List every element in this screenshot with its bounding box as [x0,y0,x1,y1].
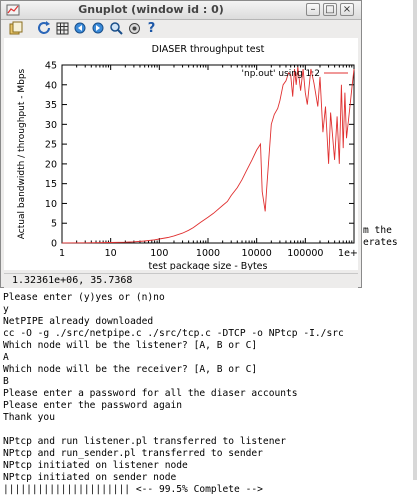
terminal-line: NPtcp initiated on sender node [3,472,177,483]
x-tick-label: 10 [105,248,117,259]
status-bar: 1.32361e+06, 35.7368 [4,273,358,288]
terminal-line: B [3,376,9,387]
y-tick-label: 45 [45,61,57,72]
x-tick-label: 1 [59,248,65,259]
terminal-line: |||||||||||||||||||||| <-- 99.5% Complet… [3,484,263,495]
settings-icon [129,23,140,34]
terminal-line: NPtcp and run listener.pl transferred to… [3,436,287,447]
x-tick-label: 1000 [196,248,220,259]
replot-button[interactable] [37,21,52,36]
terminal-line: Please enter a password for all the dias… [3,388,298,399]
zoom-back-icon [74,22,86,34]
chart-title: DIASER throughput test [152,44,265,55]
gnuplot-app-icon [6,4,20,16]
zoom-forward-button[interactable] [91,21,106,36]
terminal-line [3,424,344,436]
help-button[interactable]: ? [144,21,159,36]
terminal-line: NPtcp and run_sender.pl transferred to s… [3,448,263,459]
y-tick-label: 20 [45,159,57,170]
x-tick-label: 100000 [287,248,323,259]
settings-button[interactable] [127,21,142,36]
terminal-peek-line-2: erates [363,237,398,248]
replot-icon [38,21,50,34]
series-line [61,66,355,244]
y-tick-label: 0 [51,239,57,250]
terminal-line: Please enter (y)yes or (n)no [3,292,165,303]
terminal-line: Which node will be the listener? [A, B o… [3,340,258,351]
x-tick-label: 1e+06 [338,248,358,259]
minimize-button[interactable]: – [306,3,320,16]
y-tick-label: 40 [45,80,57,91]
terminal-line: Thank you [3,412,55,423]
window-title: Gnuplot (window id : 0) [78,3,224,16]
terminal-line: Please enter the password again [3,400,183,411]
zoom-back-button[interactable] [73,21,88,36]
y-tick-label: 10 [45,199,57,210]
minimize-icon: – [310,4,316,15]
terminal-line: y [3,304,9,315]
close-icon: × [342,4,352,15]
help-icon: ? [147,21,156,36]
close-button[interactable]: × [340,3,354,16]
plot-canvas[interactable]: 0 5 10 15 20 25 30 35 40 45 1 10 100 1000 10000 100000 1… [4,38,370,272]
maximize-button[interactable]: □ [323,3,337,16]
plot-frame [61,64,355,244]
terminal-peek-line-1: m the [363,225,392,236]
autoscale-icon [110,22,123,35]
cursor-coordinates: 1.32361e+06, 35.7368 [12,275,133,286]
autoscale-button[interactable] [109,21,124,36]
gnuplot-window[interactable]: Gnuplot (window id : 0) – □ × [0,0,370,288]
y-tick-label: 15 [45,179,57,190]
terminal-scrollbar[interactable] [413,0,417,480]
x-tick-label: 100 [150,248,168,259]
y-tick-label: 5 [51,219,57,230]
restore-icon: □ [325,4,335,15]
y-axis-label: Actual bandwidth / throughput - Mbps [17,68,27,239]
x-axis-label: test package size - Bytes [149,261,268,270]
terminal-line: NPtcp initiated on listener node [3,460,188,471]
y-tick-label: 30 [45,120,57,131]
toolbar: ? [1,20,361,37]
terminal-line: Which node will be the receiver? [A, B o… [3,364,258,375]
zoom-forward-icon [92,22,104,34]
terminal-line: A [3,352,9,363]
terminal-output: Please enter (y)yes or (n)no y NetPIPE alr… [3,292,344,496]
legend-label: 'np.out' using 1:2 [242,69,320,79]
grid-button[interactable] [55,21,70,36]
throughput-chart: 0 5 10 15 20 25 30 35 40 45 1 10 100 1000 10000 100000 1… [17,44,370,272]
terminal-line: NetPIPE already downloaded [3,316,154,327]
title-bar[interactable]: Gnuplot (window id : 0) – □ × [1,1,361,20]
y-tick-label: 25 [45,140,57,151]
copy-to-clipboard-button[interactable] [9,21,24,36]
grid-icon [56,22,69,35]
terminal-line: cc -O -g ./src/netpipe.c ./src/tcp.c -DT… [3,328,344,339]
x-tick-label: 10000 [242,248,272,259]
copy-to-clipboard-icon [9,21,23,35]
y-tick-label: 35 [45,100,57,111]
